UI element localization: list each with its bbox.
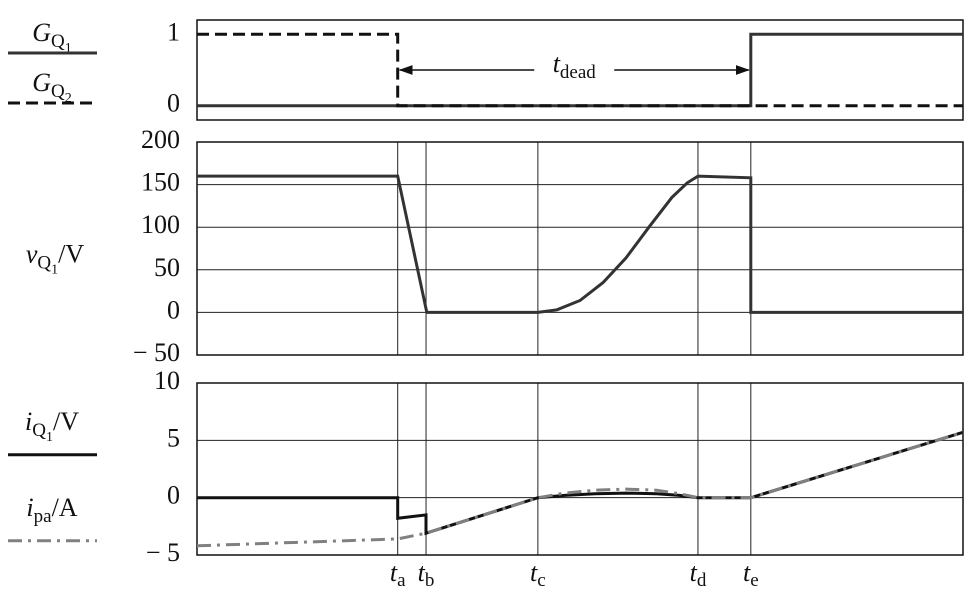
y-tick-label: 50 — [154, 253, 180, 282]
legend-label: ipa/A — [26, 493, 77, 527]
plot-frame — [196, 19, 964, 121]
x-tick-label-base: t — [530, 558, 538, 587]
y-tick-label: − 5 — [146, 538, 180, 567]
x-tick-label: td — [690, 558, 707, 591]
x-tick-label-sub: a — [397, 570, 406, 591]
y-tick-label: 1 — [167, 17, 180, 46]
x-tick-label-sub: c — [537, 570, 545, 591]
legend-label: iQ1/V — [25, 407, 79, 445]
y-tick-label: 200 — [141, 125, 180, 154]
y-tick-label: 10 — [154, 366, 180, 395]
x-tick-label-base: t — [743, 558, 751, 587]
y-tick-label: 0 — [167, 481, 180, 510]
plot-frame — [196, 141, 964, 356]
y-axis-label-part: Q — [37, 253, 51, 274]
x-tick-label: tb — [418, 558, 435, 591]
y-tick-label: 150 — [141, 168, 180, 197]
x-tick-label: te — [743, 558, 759, 591]
legend-label-part: pa — [34, 506, 53, 527]
series-line — [196, 430, 964, 548]
y-axis-label-part: /V — [58, 239, 84, 268]
series-line — [197, 32, 963, 108]
legend-label-part: Q — [32, 420, 46, 441]
legend-label-part: G — [32, 68, 51, 97]
legend-label-part: 2 — [65, 91, 72, 106]
y-tick-label: 0 — [167, 89, 180, 118]
legend-label-part: G — [32, 18, 51, 47]
y-tick-label: 0 — [167, 295, 180, 324]
x-tick-label-sub: b — [425, 570, 435, 591]
x-tick-label-base: t — [390, 558, 398, 587]
series-line — [197, 174, 963, 314]
legend-label: GQ2 — [32, 68, 72, 106]
x-tick-label-base: t — [690, 558, 698, 587]
x-tick-label: ta — [390, 558, 406, 591]
legend-label-part: i — [25, 407, 32, 436]
y-axis-label-part: 1 — [51, 263, 58, 278]
y-tick-label: − 50 — [133, 338, 180, 367]
legend-label-part: Q — [51, 31, 65, 52]
legend-label-part: 1 — [46, 430, 53, 445]
y-axis-label-part: v — [26, 239, 38, 268]
legend-label-part: /A — [52, 493, 78, 522]
annotation: tdead — [553, 49, 597, 83]
annotation-part: dead — [560, 62, 596, 83]
legend-label-part: Q — [51, 81, 65, 102]
x-tick-label-sub: d — [697, 570, 707, 591]
legend-label-part: 1 — [65, 41, 72, 56]
legend-label-part: /V — [53, 407, 79, 436]
annotation-part: t — [553, 49, 561, 78]
y-tick-label: 5 — [167, 423, 180, 452]
legend-label: GQ1 — [32, 18, 72, 56]
series-line — [197, 430, 964, 536]
x-tick-label-base: t — [418, 558, 426, 587]
plot-frame — [196, 382, 964, 556]
x-tick-label: tc — [530, 558, 546, 591]
y-axis-label: vQ1/V — [26, 239, 85, 277]
x-tick-label-sub: e — [750, 570, 758, 591]
legend-label-part: i — [26, 493, 33, 522]
y-tick-label: 100 — [141, 210, 180, 239]
